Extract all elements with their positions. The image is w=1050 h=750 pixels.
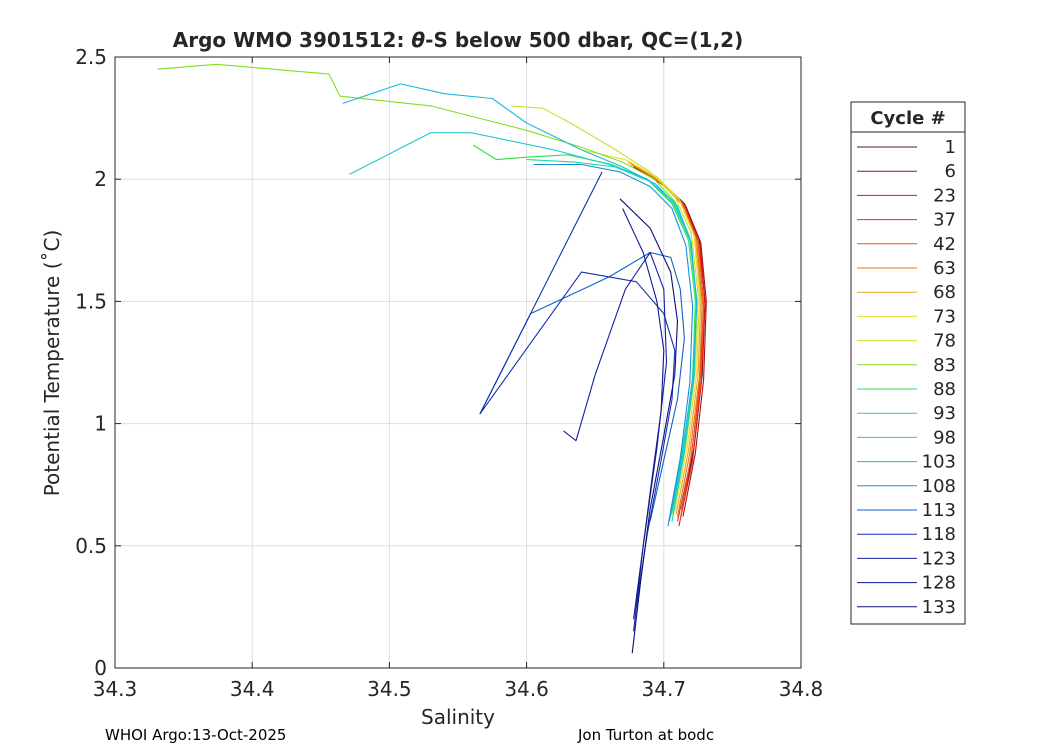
- legend-title: Cycle #: [870, 108, 945, 129]
- x-tick-label: 34.8: [779, 677, 824, 701]
- legend-label-cycle-113: 113: [922, 500, 956, 521]
- y-tick-label: 2: [94, 167, 107, 191]
- legend-label-cycle-103: 103: [922, 452, 956, 473]
- plot-area: [115, 57, 801, 668]
- legend-label-cycle-133: 133: [922, 597, 956, 618]
- series-line-cycle-103: [342, 83, 698, 522]
- series-line-cycle-113: [479, 251, 685, 522]
- x-tick-label: 34.7: [642, 677, 687, 701]
- legend-label-cycle-73: 73: [933, 306, 956, 327]
- legend-label-cycle-68: 68: [933, 282, 956, 303]
- y-axis-label: Potential Temperature (˚C): [40, 230, 64, 497]
- legend-label-cycle-128: 128: [922, 573, 956, 594]
- legend-label-cycle-123: 123: [922, 548, 956, 569]
- y-tick-label: 1: [94, 412, 107, 436]
- data-lines: [157, 63, 707, 654]
- grid-lines: [114, 56, 802, 669]
- footer-author: Jon Turton at bodc: [578, 726, 715, 744]
- y-tick-label: 0.5: [75, 534, 107, 558]
- legend: Cycle #1 6 23 37 42 63 68 73 78 83 88 93 98 103 108 113…: [850, 101, 966, 625]
- series-line-cycle-118: [479, 171, 676, 607]
- series-line-cycle-73: [581, 149, 701, 512]
- y-tick-label: 0: [94, 656, 107, 680]
- legend-label-cycle-93: 93: [933, 403, 956, 424]
- plot-frame: [114, 56, 802, 669]
- legend-label-cycle-118: 118: [922, 524, 956, 545]
- title-prefix: Argo WMO 3901512:: [173, 28, 412, 52]
- legend-label-cycle-88: 88: [933, 379, 956, 400]
- axis-ticks: 34.3 34.4 34.5 34.6 34.7 34.8 0 0.5 1 1.5 2 2.5: [75, 45, 823, 701]
- x-axis-label: Salinity: [421, 705, 495, 729]
- x-tick-label: 34.6: [504, 677, 549, 701]
- x-tick-label: 34.5: [367, 677, 412, 701]
- legend-label-cycle-98: 98: [933, 427, 956, 448]
- legend-label-cycle-6: 6: [945, 161, 956, 182]
- legend-label-cycle-42: 42: [933, 234, 956, 255]
- series-line-cycle-128: [622, 208, 665, 620]
- legend-label-cycle-63: 63: [933, 258, 956, 279]
- legend-label-cycle-108: 108: [922, 476, 956, 497]
- y-tick-label: 1.5: [75, 289, 107, 313]
- series-line-cycle-108: [533, 163, 694, 527]
- legend-label-cycle-23: 23: [933, 185, 956, 206]
- series-line-cycle-98: [349, 132, 698, 512]
- footer-source: WHOI Argo:13-Oct-2025: [105, 726, 287, 744]
- y-tick-label: 2.5: [75, 45, 107, 69]
- legend-label-cycle-1: 1: [945, 137, 956, 158]
- series-line-cycle-133: [619, 198, 679, 654]
- legend-label-cycle-37: 37: [933, 210, 956, 231]
- x-tick-label: 34.3: [93, 677, 138, 701]
- legend-box: [850, 101, 966, 625]
- title-theta: θ: [411, 28, 425, 52]
- title-suffix: -S below 500 dbar, QC=(1,2): [425, 28, 743, 52]
- x-tick-label: 34.4: [230, 677, 275, 701]
- legend-label-cycle-83: 83: [933, 355, 956, 376]
- chart-title: Argo WMO 3901512: θ-S below 500 dbar, QC…: [173, 28, 743, 52]
- legend-label-cycle-78: 78: [933, 331, 956, 352]
